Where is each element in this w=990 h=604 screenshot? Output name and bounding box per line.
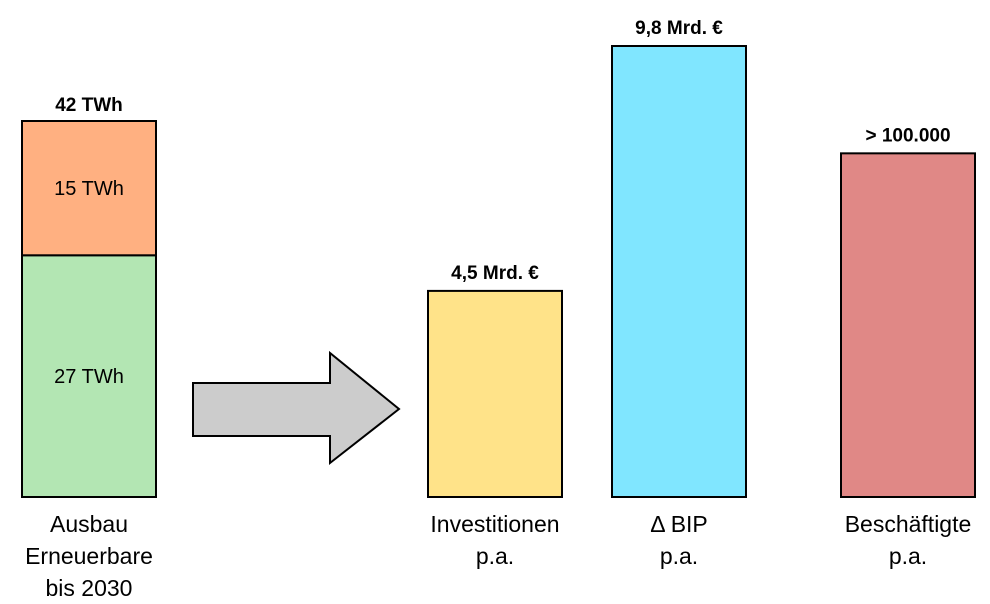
bar-beschaeftigte-value: > 100.000 [865,125,950,146]
bar-beschaeftigte-rect [840,152,976,498]
stacked-total-label: 42 TWh [55,95,123,116]
bar-investitionen-label-1: Investitionen [430,511,559,537]
segment-27-twh [21,254,157,498]
bar-investitionen-rect [427,289,563,498]
segment-15-twh [21,120,157,257]
left-category-line-1: Ausbau [50,511,128,537]
bar-investitionen-label-2: p.a. [476,543,514,569]
arrow-right-icon [192,350,401,466]
bar-beschaeftigte: > 100.000 Beschäftigte p.a. [840,125,976,569]
bar-bip-rect [611,45,747,498]
segment-15-twh-label: 15 TWh [54,178,124,200]
segment-27-twh-label: 27 TWh [54,366,124,388]
bar-bip: 9,8 Mrd. € Δ BIP p.a. [611,18,747,569]
bar-investitionen: 4,5 Mrd. € Investitionen p.a. [427,263,563,569]
bar-bip-label-2: p.a. [660,543,698,569]
bar-beschaeftigte-label-1: Beschäftigte [845,511,972,537]
bar-investitionen-value: 4,5 Mrd. € [451,263,539,284]
bar-bip-value: 9,8 Mrd. € [635,18,723,39]
left-category-line-3: bis 2030 [46,575,133,601]
bar-beschaeftigte-label-2: p.a. [889,543,927,569]
stacked-bar: 27 TWh 15 TWh 42 TWh Ausbau Erneuerbare … [21,95,157,601]
left-category-line-2: Erneuerbare [25,543,153,569]
bar-bip-label-1: Δ BIP [650,511,708,537]
